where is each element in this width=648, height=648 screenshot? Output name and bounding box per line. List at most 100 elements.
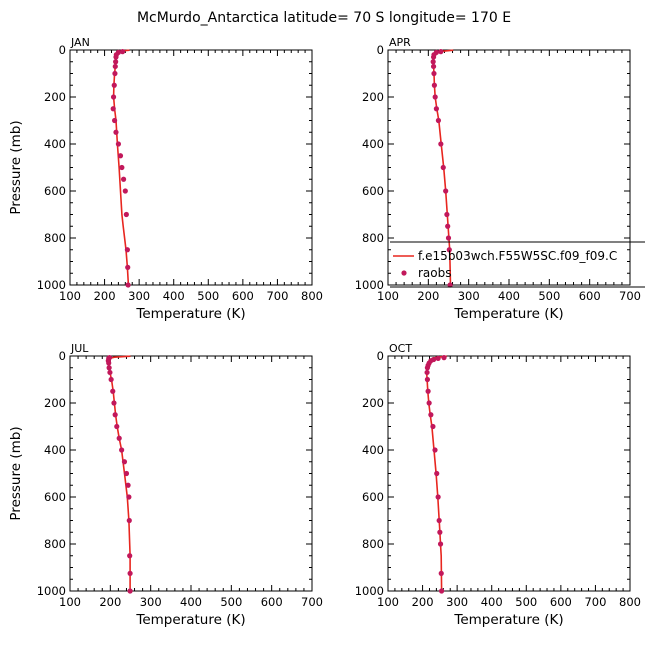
x-tick-label: 600	[261, 595, 283, 609]
raobs-point	[113, 54, 119, 60]
raobs-point	[438, 49, 444, 55]
x-tick-label: 600	[579, 289, 601, 303]
y-tick-label: 800	[44, 231, 66, 245]
raobs-point	[436, 517, 442, 524]
raobs-point	[430, 59, 436, 65]
raobs-point	[125, 282, 131, 288]
raobs-point	[122, 188, 128, 194]
raobs-point	[120, 176, 127, 182]
x-tick-label: 400	[163, 289, 185, 303]
raobs-point	[112, 412, 118, 418]
raobs-point	[106, 365, 112, 371]
raobs-point	[437, 541, 444, 547]
raobs-point	[438, 141, 444, 147]
raobs-point	[119, 447, 125, 453]
x-tick-label: 400	[498, 289, 520, 303]
x-tick-label: 300	[446, 595, 468, 609]
x-tick-label: 400	[481, 595, 503, 609]
raobs-point	[447, 282, 453, 288]
x-tick-label: 300	[140, 595, 162, 609]
x-tick-label: 600	[550, 595, 572, 609]
x-tick-label: 300	[458, 289, 480, 303]
x-tick-label: 200	[417, 289, 439, 303]
x-tick-label: 600	[232, 289, 254, 303]
raobs-point	[438, 570, 444, 576]
x-tick-label: 100	[59, 289, 81, 303]
x-tick-label: 500	[515, 595, 537, 609]
raobs-point	[435, 494, 441, 500]
raobs-point	[430, 63, 437, 70]
y-tick-label: 400	[44, 137, 66, 151]
raobs-point	[106, 360, 112, 366]
raobs-point	[438, 588, 445, 594]
raobs-point	[127, 570, 133, 576]
x-tick-label: 200	[94, 289, 116, 303]
raobs-point	[123, 470, 130, 477]
raobs-point	[435, 355, 441, 361]
y-tick-label: 400	[362, 137, 384, 151]
x-tick-label: 400	[180, 595, 202, 609]
plot-frame	[69, 49, 313, 286]
y-axis-label: Pressure (mb)	[8, 426, 24, 520]
x-tick-label: 300	[128, 289, 150, 303]
raobs-point	[126, 494, 132, 500]
raobs-point	[112, 70, 118, 77]
raobs-point	[117, 153, 124, 159]
x-axis-label: Temperature (K)	[453, 306, 563, 322]
raobs-point	[112, 63, 118, 70]
raobs-point	[432, 94, 438, 100]
x-tick-label: 700	[301, 595, 323, 609]
raobs-point	[126, 517, 132, 524]
x-tick-label: 200	[412, 595, 434, 609]
panel-title: APR	[389, 36, 411, 49]
y-tick-label: 400	[44, 443, 66, 457]
raobs-point	[430, 423, 436, 430]
raobs-point	[113, 59, 119, 65]
raobs-point	[110, 388, 116, 394]
y-tick-label: 600	[44, 184, 66, 198]
raobs-point	[127, 553, 133, 559]
raobs-point	[115, 141, 121, 147]
y-tick-label: 400	[362, 443, 384, 457]
legend-raobs-label: raobs	[418, 266, 452, 280]
raobs-point	[111, 82, 117, 88]
raobs-point	[116, 435, 122, 441]
legend-raobs-marker	[401, 270, 407, 276]
raobs-point	[111, 400, 117, 406]
y-tick-label: 0	[377, 349, 384, 363]
y-tick-label: 600	[362, 184, 384, 198]
panel-title: OCT	[389, 342, 412, 355]
y-tick-label: 200	[362, 396, 384, 410]
raobs-point	[445, 223, 451, 229]
y-tick-label: 0	[59, 349, 66, 363]
x-tick-label: 100	[59, 595, 81, 609]
raobs-point	[125, 264, 131, 270]
x-axis-label: Temperature (K)	[453, 612, 563, 628]
figure-title: McMurdo_Antarctica latitude= 70 S longit…	[137, 10, 511, 26]
raobs-point	[108, 376, 114, 383]
panel-jul: 100 200 300 400 500 600 700 0 200 400 600 800 1000 JU…	[8, 342, 323, 628]
raobs-point	[441, 355, 447, 361]
y-tick-label: 0	[377, 43, 384, 57]
legend-model-label: f.e15b03wch.F55W5SC.f09_f09.C	[418, 249, 617, 263]
x-tick-label: 100	[377, 595, 399, 609]
panel-title: JAN	[70, 36, 90, 49]
raobs-point	[114, 423, 120, 430]
y-tick-label: 1000	[355, 584, 384, 598]
raobs-point	[430, 54, 437, 60]
plot-frame	[387, 355, 631, 592]
raobs-point	[435, 117, 442, 124]
raobs-point	[110, 106, 116, 112]
raobs-point	[119, 49, 126, 55]
raobs-point	[428, 412, 434, 418]
x-tick-label: 700	[266, 289, 288, 303]
x-tick-label: 200	[99, 595, 121, 609]
raobs-point	[433, 106, 439, 112]
raobs-point	[431, 82, 437, 88]
raobs-point	[432, 447, 438, 453]
raobs-point	[426, 400, 432, 406]
raobs-point	[119, 164, 125, 171]
raobs-point	[424, 369, 430, 376]
